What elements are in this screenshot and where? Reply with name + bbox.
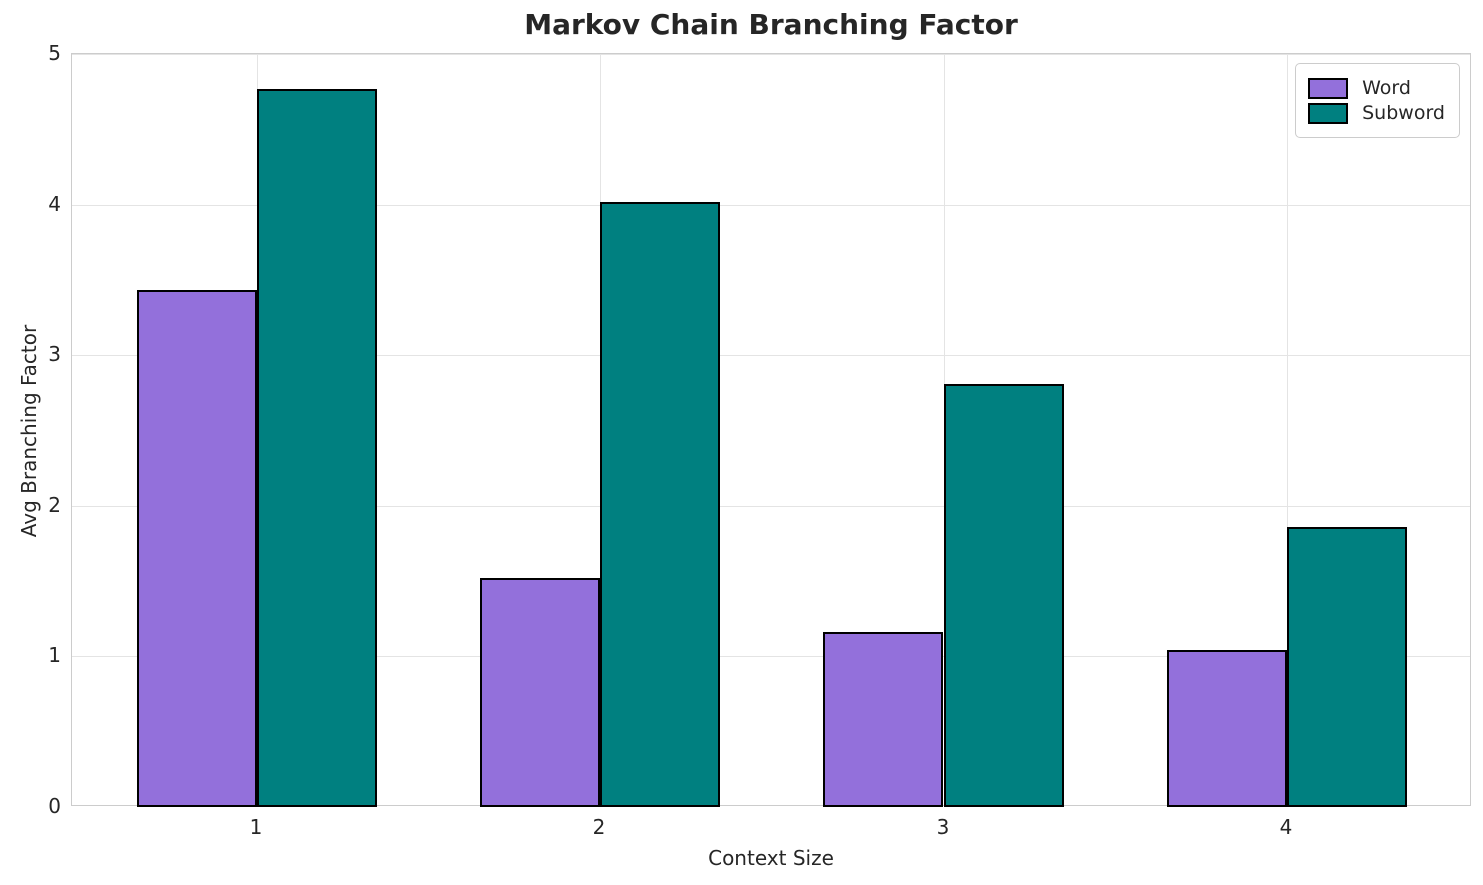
h-gridline-1 xyxy=(72,656,1470,657)
legend-label-subword: Subword xyxy=(1362,102,1445,124)
bar-subword-3 xyxy=(944,384,1064,807)
legend-item-word: Word xyxy=(1308,77,1445,99)
x-tick-label-2: 2 xyxy=(592,815,606,839)
h-gridline-5 xyxy=(72,54,1470,55)
y-tick-label-4: 4 xyxy=(48,192,61,216)
x-tick-label-4: 4 xyxy=(1279,815,1293,839)
subword-swatch xyxy=(1308,102,1349,124)
y-tick-label-3: 3 xyxy=(48,342,61,366)
x-axis-label: Context Size xyxy=(708,846,834,870)
y-tick-label-1: 1 xyxy=(48,643,61,667)
x-tick-label-1: 1 xyxy=(249,815,263,839)
bar-word-4 xyxy=(1167,650,1287,807)
h-gridline-4 xyxy=(72,205,1470,206)
y-tick-label-5: 5 xyxy=(48,41,61,65)
y-tick-label-2: 2 xyxy=(48,493,61,517)
legend: Word Subword xyxy=(1295,63,1460,138)
bar-word-1 xyxy=(137,290,257,807)
x-tick-label-3: 3 xyxy=(936,815,950,839)
bar-subword-4 xyxy=(1287,527,1407,807)
y-axis-label: Avg Branching Factor xyxy=(17,324,41,538)
word-swatch xyxy=(1308,77,1349,99)
legend-item-subword: Subword xyxy=(1308,102,1445,124)
bar-subword-2 xyxy=(600,202,720,807)
chart-title: Markov Chain Branching Factor xyxy=(524,8,1018,41)
v-gridline-4 xyxy=(1287,54,1288,805)
bar-subword-1 xyxy=(257,89,377,807)
y-tick-label-0: 0 xyxy=(48,794,61,818)
legend-label-word: Word xyxy=(1362,77,1411,99)
plot-area: Word Subword xyxy=(71,53,1471,807)
bar-word-2 xyxy=(480,578,600,807)
bar-word-3 xyxy=(823,632,943,807)
h-gridline-3 xyxy=(72,355,1470,356)
h-gridline-2 xyxy=(72,506,1470,507)
